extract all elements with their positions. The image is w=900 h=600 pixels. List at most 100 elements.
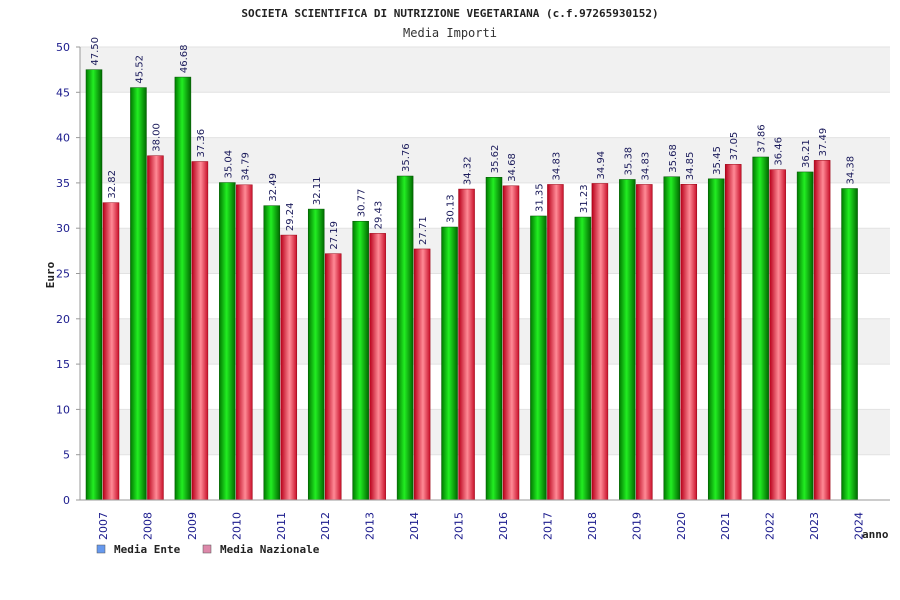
y-axis-ticks: 0 5 10 15 20 25 30 35 40 45 50 xyxy=(56,41,80,507)
data-label: 34.38 xyxy=(846,156,857,185)
data-label: 36.46 xyxy=(774,137,785,166)
data-label: 31.35 xyxy=(534,183,545,212)
data-label: 32.82 xyxy=(107,170,118,199)
bar-media-nazionale-2010 xyxy=(236,184,253,501)
chart-title: SOCIETA SCIENTIFICA DI NUTRIZIONE VEGETA… xyxy=(241,7,658,20)
bar-media-nazionale-2008 xyxy=(147,155,164,501)
bar-media-nazionale-2022 xyxy=(769,169,786,501)
bar-media-nazionale-2007 xyxy=(102,202,120,501)
data-label: 30.13 xyxy=(446,194,457,223)
x-tick-label: 2011 xyxy=(275,512,288,540)
bar-media-nazionale-2011 xyxy=(280,234,298,501)
bar-media-ente-2024 xyxy=(841,188,858,501)
y-tick-label: 10 xyxy=(56,403,70,416)
data-label: 30.77 xyxy=(357,189,368,218)
bar-media-ente-2009 xyxy=(174,76,192,501)
data-label: 32.49 xyxy=(268,173,279,202)
y-tick-label: 25 xyxy=(56,268,70,281)
bar-media-ente-2015 xyxy=(441,226,458,501)
bar-media-ente-2016 xyxy=(485,177,503,501)
x-tick-label: 2013 xyxy=(364,512,377,540)
data-label: 35.04 xyxy=(223,150,234,179)
data-label: 46.68 xyxy=(179,44,190,73)
bar-media-nazionale-2017 xyxy=(547,184,564,501)
bar-media-nazionale-2012 xyxy=(324,253,342,501)
bar-media-ente-2021 xyxy=(707,178,725,501)
x-tick-label: 2014 xyxy=(408,512,421,540)
data-label: 35.68 xyxy=(668,144,679,173)
data-label: 27.19 xyxy=(329,221,340,250)
bar-media-ente-2012 xyxy=(307,208,325,501)
y-tick-label: 45 xyxy=(56,86,70,99)
bar-media-ente-2010 xyxy=(219,182,236,501)
bar-media-nazionale-2021 xyxy=(724,164,742,501)
data-label: 29.43 xyxy=(374,201,385,230)
data-label: 34.68 xyxy=(507,153,518,182)
y-tick-label: 50 xyxy=(56,41,70,54)
legend: Media Ente Media Nazionale xyxy=(96,543,320,556)
bar-media-nazionale-2018 xyxy=(591,183,609,501)
x-tick-label: 2008 xyxy=(141,512,154,540)
bar-media-nazionale-2009 xyxy=(191,161,209,501)
x-tick-label: 2019 xyxy=(630,512,643,540)
x-tick-label: 2021 xyxy=(719,512,732,540)
x-axis-label: anno xyxy=(862,528,889,541)
plot-band xyxy=(80,92,890,138)
legend-swatch-media-ente xyxy=(96,544,106,554)
data-label: 34.79 xyxy=(240,152,251,181)
bar-media-ente-2008 xyxy=(130,87,147,501)
y-tick-label: 0 xyxy=(63,494,70,507)
x-tick-label: 2009 xyxy=(186,512,199,540)
data-label: 34.83 xyxy=(640,152,651,181)
bar-media-nazionale-2019 xyxy=(636,184,653,501)
x-tick-label: 2022 xyxy=(764,512,777,540)
data-label: 35.76 xyxy=(401,143,412,172)
data-label: 27.71 xyxy=(418,216,429,245)
data-label: 47.50 xyxy=(90,37,101,66)
bar-media-nazionale-2014 xyxy=(413,248,431,501)
bar-media-ente-2011 xyxy=(263,205,281,501)
x-axis-ticks: 2007 2008 2009 2010 2011 2012 2013 2014 2015 2016… xyxy=(97,512,866,540)
y-tick-label: 15 xyxy=(56,358,70,371)
data-label: 32.11 xyxy=(312,176,323,205)
bar-media-nazionale-2015 xyxy=(458,188,475,501)
data-labels: 47.50 32.82 45.52 38.00 46.68 37.36 35.04 34.79… xyxy=(90,37,857,250)
data-label: 29.24 xyxy=(285,202,296,231)
data-label: 31.23 xyxy=(579,184,590,213)
chart-subtitle: Media Importi xyxy=(403,26,497,40)
bar-media-ente-2022 xyxy=(752,156,769,501)
data-label: 45.52 xyxy=(134,55,145,84)
bar-media-ente-2019 xyxy=(619,179,636,501)
bar-media-ente-2014 xyxy=(396,175,414,501)
legend-swatch-media-nazionale xyxy=(202,544,212,554)
data-label: 37.05 xyxy=(729,132,740,161)
data-label: 37.36 xyxy=(196,129,207,158)
bar-media-nazionale-2023 xyxy=(813,160,831,501)
x-tick-label: 2015 xyxy=(453,512,466,540)
y-axis-label: Euro xyxy=(44,261,57,288)
x-tick-label: 2010 xyxy=(230,512,243,540)
legend-label-media-ente: Media Ente xyxy=(114,543,181,556)
data-label: 34.32 xyxy=(463,156,474,185)
bar-media-ente-2023 xyxy=(796,171,814,501)
x-tick-label: 2016 xyxy=(497,512,510,540)
y-tick-label: 5 xyxy=(63,449,70,462)
x-tick-label: 2024 xyxy=(853,512,866,540)
bar-media-ente-2017 xyxy=(530,215,547,501)
bar-media-ente-2013 xyxy=(352,220,369,501)
data-label: 35.38 xyxy=(623,147,634,176)
bar-media-ente-2020 xyxy=(663,176,681,501)
bar-media-ente-2007 xyxy=(85,69,103,501)
plot-band xyxy=(80,47,890,93)
y-tick-label: 30 xyxy=(56,222,70,235)
data-label: 38.00 xyxy=(151,123,162,152)
bar-media-nazionale-2016 xyxy=(502,185,520,501)
data-label: 37.49 xyxy=(818,128,829,157)
x-tick-label: 2007 xyxy=(97,512,110,540)
y-tick-label: 20 xyxy=(56,313,70,326)
x-tick-label: 2018 xyxy=(586,512,599,540)
data-label: 34.94 xyxy=(596,151,607,180)
bar-media-nazionale-2020 xyxy=(680,184,698,501)
data-label: 37.86 xyxy=(757,124,768,153)
